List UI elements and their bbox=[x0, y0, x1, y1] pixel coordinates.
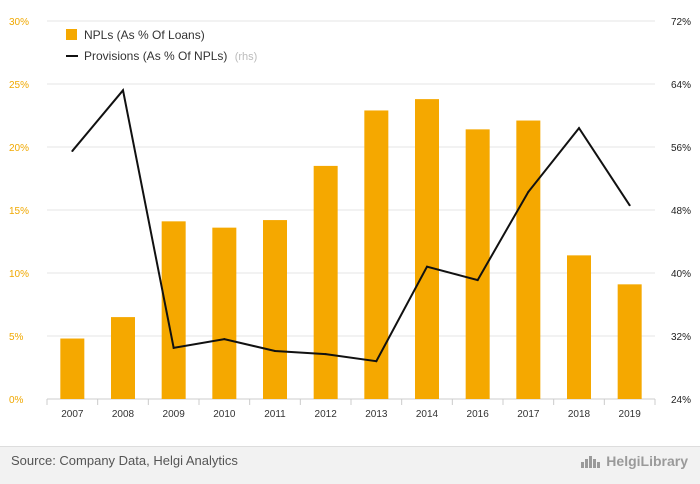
library-icon bbox=[581, 456, 601, 468]
brand-name: HelgiLibrary bbox=[606, 453, 688, 469]
line-provisions bbox=[71, 88, 631, 363]
y-right-tick-label: 56% bbox=[671, 143, 691, 154]
x-tick-label: 2011 bbox=[264, 409, 286, 420]
point-provisions-2017 bbox=[527, 190, 530, 193]
bar-npl-2012 bbox=[313, 165, 338, 399]
legend: NPLs (As % Of Loans) Provisions (As % Of… bbox=[66, 28, 257, 63]
x-tick-label: 2010 bbox=[213, 409, 236, 420]
point-provisions-2016 bbox=[476, 279, 479, 282]
bar-npl-2008 bbox=[111, 317, 135, 399]
brand-logo[interactable]: HelgiLibrary bbox=[580, 453, 688, 469]
y-left-tick-label: 10% bbox=[9, 269, 29, 280]
bar-npl-2019 bbox=[617, 284, 642, 399]
point-provisions-2013 bbox=[375, 360, 378, 363]
x-tick-label: 2009 bbox=[163, 409, 186, 420]
y-right-tick-label: 24% bbox=[671, 395, 691, 406]
legend-swatch-npl bbox=[66, 29, 77, 40]
point-provisions-2018 bbox=[578, 127, 580, 130]
point-provisions-2010 bbox=[223, 338, 226, 341]
point-provisions-2007 bbox=[71, 149, 74, 152]
y-right-tick-label: 64% bbox=[671, 80, 691, 91]
point-provisions-2008 bbox=[122, 89, 124, 92]
bar-npl-2007 bbox=[60, 338, 85, 399]
y-right-tick-label: 48% bbox=[671, 206, 691, 217]
y-left-tick-label: 0% bbox=[9, 395, 24, 406]
bar-npl-2011 bbox=[263, 220, 287, 399]
legend-label-provisions-rhs: (rhs) bbox=[235, 51, 258, 63]
legend-label-provisions: Provisions (As % Of NPLs) (rhs) bbox=[84, 49, 257, 63]
point-provisions-2012 bbox=[324, 353, 327, 356]
chart-svg: 0% 24% 5% 32% 10% 40% 15% 48% 20% 56% 25% 64% 30% 72%… bbox=[9, 17, 691, 420]
y-left-tick-label: 5% bbox=[9, 332, 24, 343]
bar-npl-2010 bbox=[212, 227, 237, 399]
y-left-tick-label: 15% bbox=[9, 206, 29, 217]
bar-series bbox=[60, 99, 642, 400]
bar-npl-2014 bbox=[415, 99, 439, 400]
bar-npl-2013 bbox=[364, 110, 389, 400]
y-left-tick-label: 20% bbox=[9, 143, 29, 154]
x-tick-label: 2013 bbox=[365, 409, 388, 420]
x-tick-label: 2012 bbox=[315, 409, 338, 420]
point-provisions-2011 bbox=[274, 349, 276, 352]
x-tick-label: 2018 bbox=[568, 409, 591, 420]
axes: 0% 24% 5% 32% 10% 40% 15% 48% 20% 56% 25% 64% 30% 72%… bbox=[9, 17, 691, 420]
bar-npl-2017 bbox=[516, 120, 541, 399]
point-provisions-2019 bbox=[628, 204, 631, 207]
point-provisions-2014 bbox=[426, 265, 428, 268]
source-text: Source: Company Data, Helgi Analytics bbox=[11, 453, 238, 468]
y-right-tick-label: 72% bbox=[671, 17, 691, 28]
point-provisions-2009 bbox=[172, 346, 175, 349]
line-series bbox=[71, 88, 631, 363]
x-tick-label: 2019 bbox=[619, 409, 642, 420]
y-left-tick-label: 30% bbox=[9, 17, 29, 28]
x-tick-label: 2017 bbox=[517, 409, 540, 420]
bar-npl-2018 bbox=[567, 255, 591, 399]
x-tick-label: 2008 bbox=[112, 409, 135, 420]
grid-lines bbox=[47, 20, 655, 400]
x-tick-label: 2007 bbox=[61, 409, 84, 420]
y-right-tick-label: 32% bbox=[671, 332, 691, 343]
y-left-tick-label: 25% bbox=[9, 80, 29, 91]
y-right-tick-label: 40% bbox=[671, 269, 691, 280]
x-tick-label: 2014 bbox=[416, 409, 439, 420]
legend-label-provisions-name: Provisions (As % Of NPLs) bbox=[84, 49, 227, 63]
footer: Source: Company Data, Helgi Analytics He… bbox=[0, 446, 700, 484]
x-tick-label: 2016 bbox=[467, 409, 490, 420]
legend-label-npl: NPLs (As % Of Loans) bbox=[84, 28, 205, 42]
